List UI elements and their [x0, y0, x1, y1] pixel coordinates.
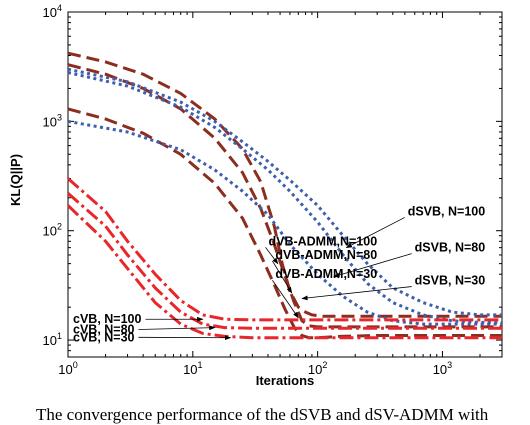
- figure-caption: The convergence performance of the dSVB …: [36, 405, 488, 425]
- annotation-label-dvb-admm-n-80: dVB-ADMM,N=80: [275, 248, 377, 262]
- annotation-label-dsvb-n-30: dSVB, N=30: [415, 274, 486, 288]
- x-tick-label: 100: [58, 360, 77, 377]
- y-tick-label: 102: [43, 222, 62, 239]
- x-tick-label: 101: [183, 360, 202, 377]
- y-tick-label: 103: [43, 112, 62, 129]
- y-tick-label: 101: [43, 331, 62, 348]
- x-tick-label: 103: [433, 360, 452, 377]
- x-axis-label: Iterations: [256, 373, 315, 388]
- annotation-label-dsvb-n-100: dSVB, N=100: [408, 204, 486, 218]
- annotation-label-dsvb-n-80: dSVB, N=80: [415, 241, 486, 255]
- annotation-label-dvb-admm-n-100: dVB-ADMM,N=100: [268, 234, 377, 248]
- annotation-label-cvb-n-30: cVB, N=30: [73, 330, 135, 344]
- y-tick-label: 104: [43, 3, 62, 20]
- y-axis-label: KL(Q||P): [8, 154, 23, 206]
- annotation-label-dvb-admm-n-30: dVB-ADMM,N=30: [275, 267, 377, 281]
